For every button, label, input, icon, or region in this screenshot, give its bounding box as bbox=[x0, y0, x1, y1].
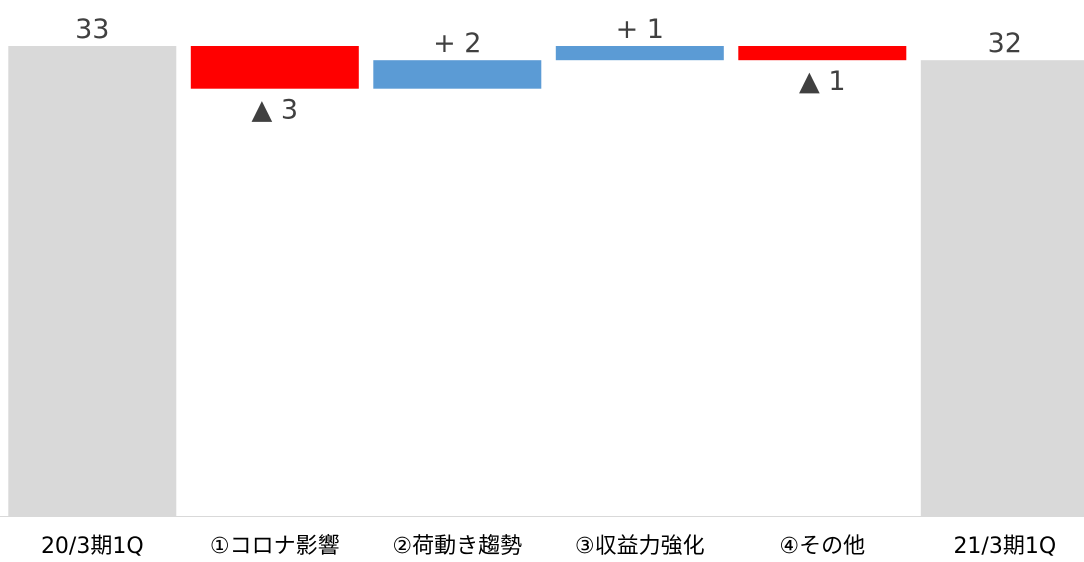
category-label-4: ④その他 bbox=[779, 534, 865, 558]
category-label-1: ①コロナ影響 bbox=[210, 534, 340, 558]
bar-1 bbox=[190, 46, 359, 89]
bar-3 bbox=[555, 46, 724, 61]
value-label-2: + 2 bbox=[433, 28, 481, 59]
value-label-3: + 1 bbox=[616, 14, 664, 45]
bar-2 bbox=[373, 60, 542, 89]
value-label-5: 32 bbox=[988, 28, 1022, 59]
category-label-3: ③収益力強化 bbox=[575, 534, 705, 558]
category-label-0: 20/3期1Q bbox=[41, 534, 144, 558]
value-label-0: 33 bbox=[75, 14, 109, 45]
bar-0 bbox=[8, 46, 177, 516]
bar-5 bbox=[920, 60, 1084, 516]
bar-4 bbox=[738, 46, 907, 61]
value-labels-layer: 33 ▲ 3 + 2 + 1 ▲ 1 32 bbox=[75, 14, 1022, 126]
category-labels-layer: 20/3期1Q ①コロナ影響 ②荷動き趨勢 ③収益力強化 ④その他 21/3期1Q bbox=[41, 534, 1056, 559]
value-label-4: ▲ 1 bbox=[799, 66, 846, 97]
category-label-2: ②荷動き趨勢 bbox=[392, 534, 522, 558]
value-label-1: ▲ 3 bbox=[252, 95, 299, 126]
category-label-5: 21/3期1Q bbox=[953, 534, 1056, 558]
bars-layer bbox=[8, 46, 1084, 516]
